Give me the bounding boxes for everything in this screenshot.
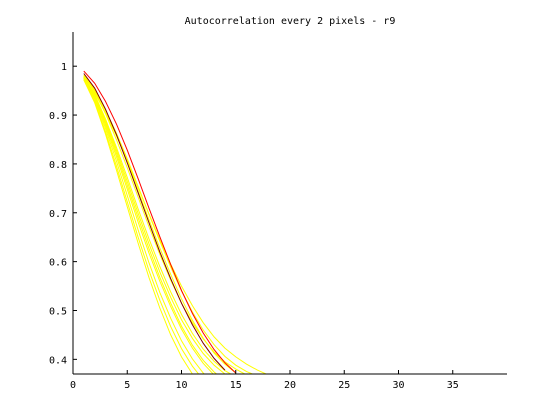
series-line-6: [83, 78, 205, 374]
y-tick-label: 0.4: [49, 355, 67, 366]
series-line-7: [83, 77, 214, 374]
series-line-1: [83, 78, 268, 374]
y-tick-label: 0.5: [49, 306, 67, 317]
x-tick-label: 35: [447, 380, 459, 391]
y-tick-label: 0.7: [49, 209, 67, 220]
series-line-13: [83, 73, 226, 371]
x-tick-label: 10: [175, 380, 187, 391]
x-tick-label: 25: [338, 380, 350, 391]
series-line-12: [83, 70, 237, 374]
x-tick-label: 20: [284, 380, 296, 391]
series-line-4: [83, 76, 232, 374]
y-tick-label: 0.8: [49, 160, 67, 171]
x-tick-label: 0: [70, 380, 76, 391]
x-tick-label: 15: [230, 380, 242, 391]
series-line-8: [83, 79, 200, 374]
x-tick-label: 30: [392, 380, 404, 391]
series-line-5: [83, 77, 218, 374]
series-line-10: [83, 76, 226, 374]
series-line-9: [83, 79, 194, 374]
x-tick-label: 5: [124, 380, 130, 391]
axes-layer: 0 5 10 15 20 25 30 35 0.4 0.5 0.6 0.7 0.8 0.9 1: [49, 32, 507, 391]
y-tick-label: 0.9: [49, 111, 67, 122]
series-layer: [83, 70, 268, 374]
y-tick-label: 0.6: [49, 258, 67, 269]
y-tick-label: 1: [61, 62, 67, 73]
chart-title: Autocorrelation every 2 pixels - r9: [185, 16, 396, 27]
